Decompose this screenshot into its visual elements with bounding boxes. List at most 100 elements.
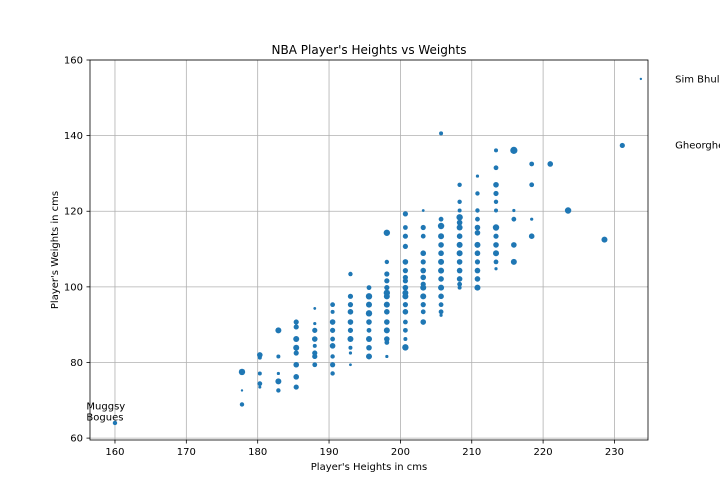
- data-point: [402, 259, 409, 265]
- data-point: [457, 182, 462, 187]
- x-axis-label: Player's Heights in cms: [311, 462, 427, 473]
- data-point: [349, 363, 352, 367]
- data-point: [347, 302, 354, 308]
- data-point: [384, 259, 390, 265]
- y-axis-label: Player's Weights in cms: [50, 191, 61, 309]
- data-point: [312, 353, 318, 360]
- data-point: [384, 278, 390, 284]
- data-point: [475, 208, 480, 213]
- x-axis-ticks: 160 170 180 190 200 210 220 230: [105, 440, 624, 458]
- y-axis-ticks: 60 80 100 120 140 160: [64, 56, 90, 445]
- data-point: [457, 208, 462, 213]
- data-point: [312, 343, 317, 348]
- data-point: [457, 199, 462, 204]
- data-point: [330, 371, 335, 376]
- data-point: [420, 250, 427, 257]
- data-point: [293, 344, 300, 351]
- data-point: [240, 389, 244, 392]
- data-point: [456, 250, 463, 257]
- y-tick-label: 120: [64, 207, 83, 218]
- data-point: [420, 267, 427, 274]
- data-point: [494, 267, 498, 271]
- annotation-label: Gheorghe Muresan: [675, 141, 720, 152]
- data-point: [276, 354, 281, 359]
- data-point: [366, 285, 372, 291]
- data-point: [238, 368, 246, 376]
- data-point: [493, 250, 500, 257]
- data-point: [402, 344, 409, 351]
- data-point: [383, 229, 391, 236]
- data-point: [402, 278, 408, 284]
- data-point: [366, 319, 372, 325]
- data-point: [330, 302, 336, 308]
- data-point: [493, 259, 499, 265]
- data-point: [402, 268, 408, 274]
- x-tick-label: 230: [605, 447, 624, 458]
- data-point: [601, 236, 608, 243]
- data-point: [383, 293, 390, 300]
- data-point: [348, 345, 353, 350]
- data-point: [456, 276, 463, 282]
- data-point: [456, 214, 463, 221]
- data-point: [348, 271, 353, 277]
- data-point: [402, 309, 409, 315]
- annotation-label: Sim Bhullar: [675, 74, 720, 85]
- data-point: [493, 190, 499, 197]
- data-point: [366, 344, 372, 351]
- data-point: [438, 309, 444, 315]
- x-tick-label: 190: [319, 447, 338, 458]
- data-point: [474, 284, 481, 291]
- data-point: [293, 374, 300, 380]
- data-point: [619, 142, 625, 149]
- data-point: [493, 199, 499, 204]
- data-point: [456, 267, 463, 274]
- data-point: [329, 343, 336, 349]
- data-point: [365, 310, 373, 317]
- x-tick-label: 220: [534, 447, 553, 458]
- data-point: [275, 327, 282, 334]
- data-point: [438, 250, 444, 257]
- data-point: [366, 336, 372, 343]
- data-point: [403, 337, 408, 342]
- data-point: [456, 233, 463, 239]
- x-tick-label: 170: [177, 447, 196, 458]
- plot-frame: [89, 59, 649, 441]
- data-point: [276, 371, 280, 376]
- data-point: [383, 327, 390, 334]
- y-tick-label: 60: [70, 434, 83, 445]
- data-point: [493, 165, 499, 171]
- data-point: [293, 336, 300, 343]
- data-point: [457, 285, 462, 290]
- data-point: [639, 77, 643, 81]
- data-point: [293, 361, 300, 368]
- data-point: [438, 284, 445, 291]
- data-point: [529, 161, 535, 167]
- data-point: [347, 293, 354, 299]
- data-point: [402, 211, 408, 217]
- data-point: [347, 327, 354, 333]
- data-point: [311, 336, 318, 342]
- data-point: [366, 327, 372, 333]
- data-point: [437, 222, 445, 230]
- data-point: [493, 181, 499, 188]
- data-point: [494, 148, 499, 153]
- data-point: [257, 355, 262, 360]
- data-point: [494, 208, 499, 213]
- x-tick-label: 200: [391, 447, 410, 458]
- data-points: [112, 77, 643, 426]
- data-point: [384, 271, 390, 277]
- data-point: [456, 241, 463, 248]
- chart-title: NBA Player's Heights vs Weights: [272, 43, 467, 57]
- data-point: [330, 362, 336, 368]
- data-point: [475, 191, 480, 196]
- data-point: [547, 161, 554, 167]
- data-point: [529, 182, 535, 188]
- data-point: [510, 258, 517, 265]
- y-tick-label: 80: [70, 358, 83, 369]
- data-point: [383, 301, 390, 308]
- data-point: [438, 242, 444, 248]
- data-point: [528, 233, 535, 239]
- data-point: [258, 385, 262, 389]
- data-point: [457, 281, 463, 287]
